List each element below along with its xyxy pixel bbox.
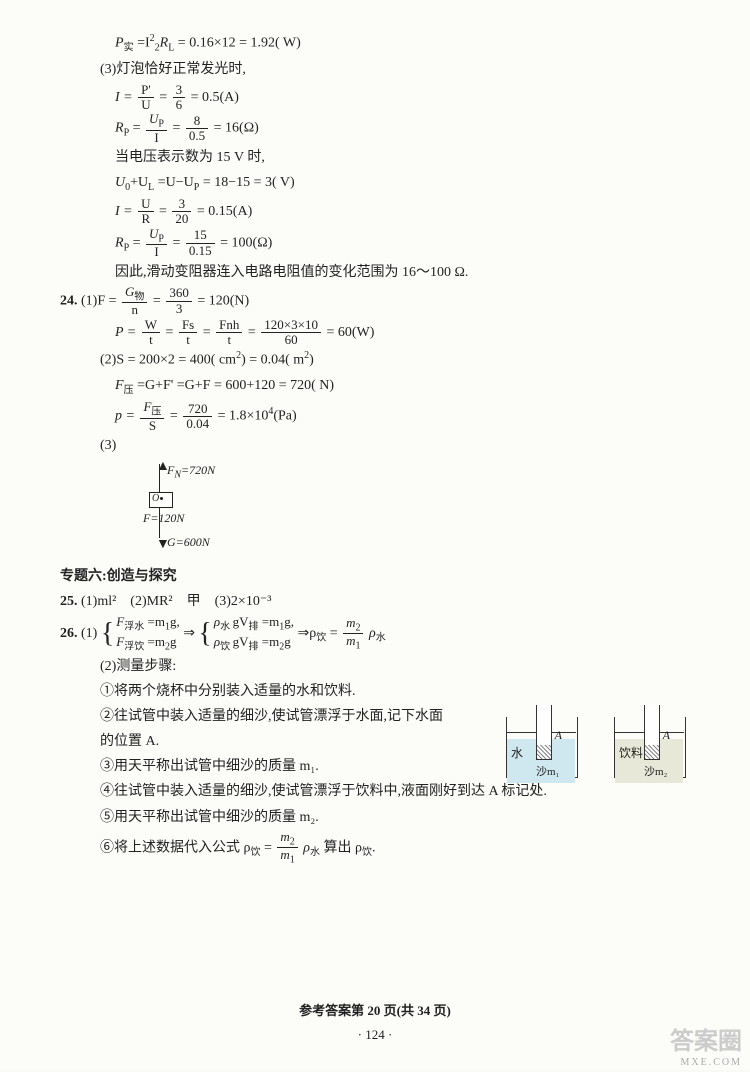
eq-rp-2: RP = UPI = 150.15 = 100(Ω) <box>60 227 690 260</box>
step-5: ⑤用天平称出试管中细沙的质量 m₂. <box>60 805 690 830</box>
eq-i-1: I = P'U = 36 = 0.5(A) <box>60 83 690 113</box>
page-footer: 参考答案第 20 页(共 34 页) · 124 · <box>60 999 690 1046</box>
topic-6-heading: 专题六:创造与探究 <box>60 564 690 589</box>
watermark-url: MXE.COM <box>680 1054 742 1072</box>
beaker-drink: A 饮料 沙m₂ <box>608 705 690 783</box>
q26: 26. (1) { F浮水 =m1g, F浮饮 =m2g ⇒ { ρ水 gV排 … <box>60 614 690 653</box>
step-1: ①将两个烧杯中分别装入适量的水和饮料. <box>60 679 690 704</box>
page: P实 =I22RL = 0.16×12 = 1.92( W) (3)灯泡恰好正常… <box>0 0 750 1070</box>
step-3-text: (3)灯泡恰好正常发光时, <box>60 57 690 82</box>
beaker-water: A 水 沙m₁ <box>500 705 582 783</box>
rheostat-range: 因此,滑动变阻器连入电路电阻值的变化范围为 16～100 Ω. <box>60 260 690 285</box>
part-3-label: (3) <box>60 433 690 458</box>
eq-p-shi: P实 =I22RL = 0.16×12 = 1.92( W) <box>60 30 690 57</box>
q25: 25. (1)ml² (2)MR² 甲 (3)2×10⁻³ <box>60 589 690 614</box>
free-body-diagram: ▲ FN=720N O F=120N ▼ G=600N <box>125 458 195 558</box>
eq-power: P = Wt = Fst = Fnht = 120×3×1060 = 60(W) <box>60 318 690 348</box>
eq-force-press: F压 =G+F' =G+F = 600+120 = 720( N) <box>60 373 690 400</box>
step-6: ⑥将上述数据代入公式 ρ饮 = m2m1 ρ水 算出 ρ饮. <box>60 830 690 866</box>
q24: 24. (1)F = G物n = 3603 = 120(N) <box>60 285 690 318</box>
eq-rp-1: RP = UPI = 80.5 = 16(Ω) <box>60 112 690 145</box>
voltmeter-text: 当电压表示数为 15 V 时, <box>60 145 690 170</box>
eq-u0ul: U0+UL =U−UP = 18−15 = 3( V) <box>60 170 690 197</box>
eq-pressure: p = F压S = 7200.04 = 1.8×104(Pa) <box>60 400 690 433</box>
measure-steps-heading: (2)测量步骤: <box>60 654 690 679</box>
eq-area: (2)S = 200×2 = 400( cm2) = 0.04( m2) <box>60 347 690 373</box>
eq-i-2: I = UR = 320 = 0.15(A) <box>60 197 690 227</box>
beaker-diagrams: A 水 沙m₁ A 饮料 沙m₂ <box>500 705 690 795</box>
